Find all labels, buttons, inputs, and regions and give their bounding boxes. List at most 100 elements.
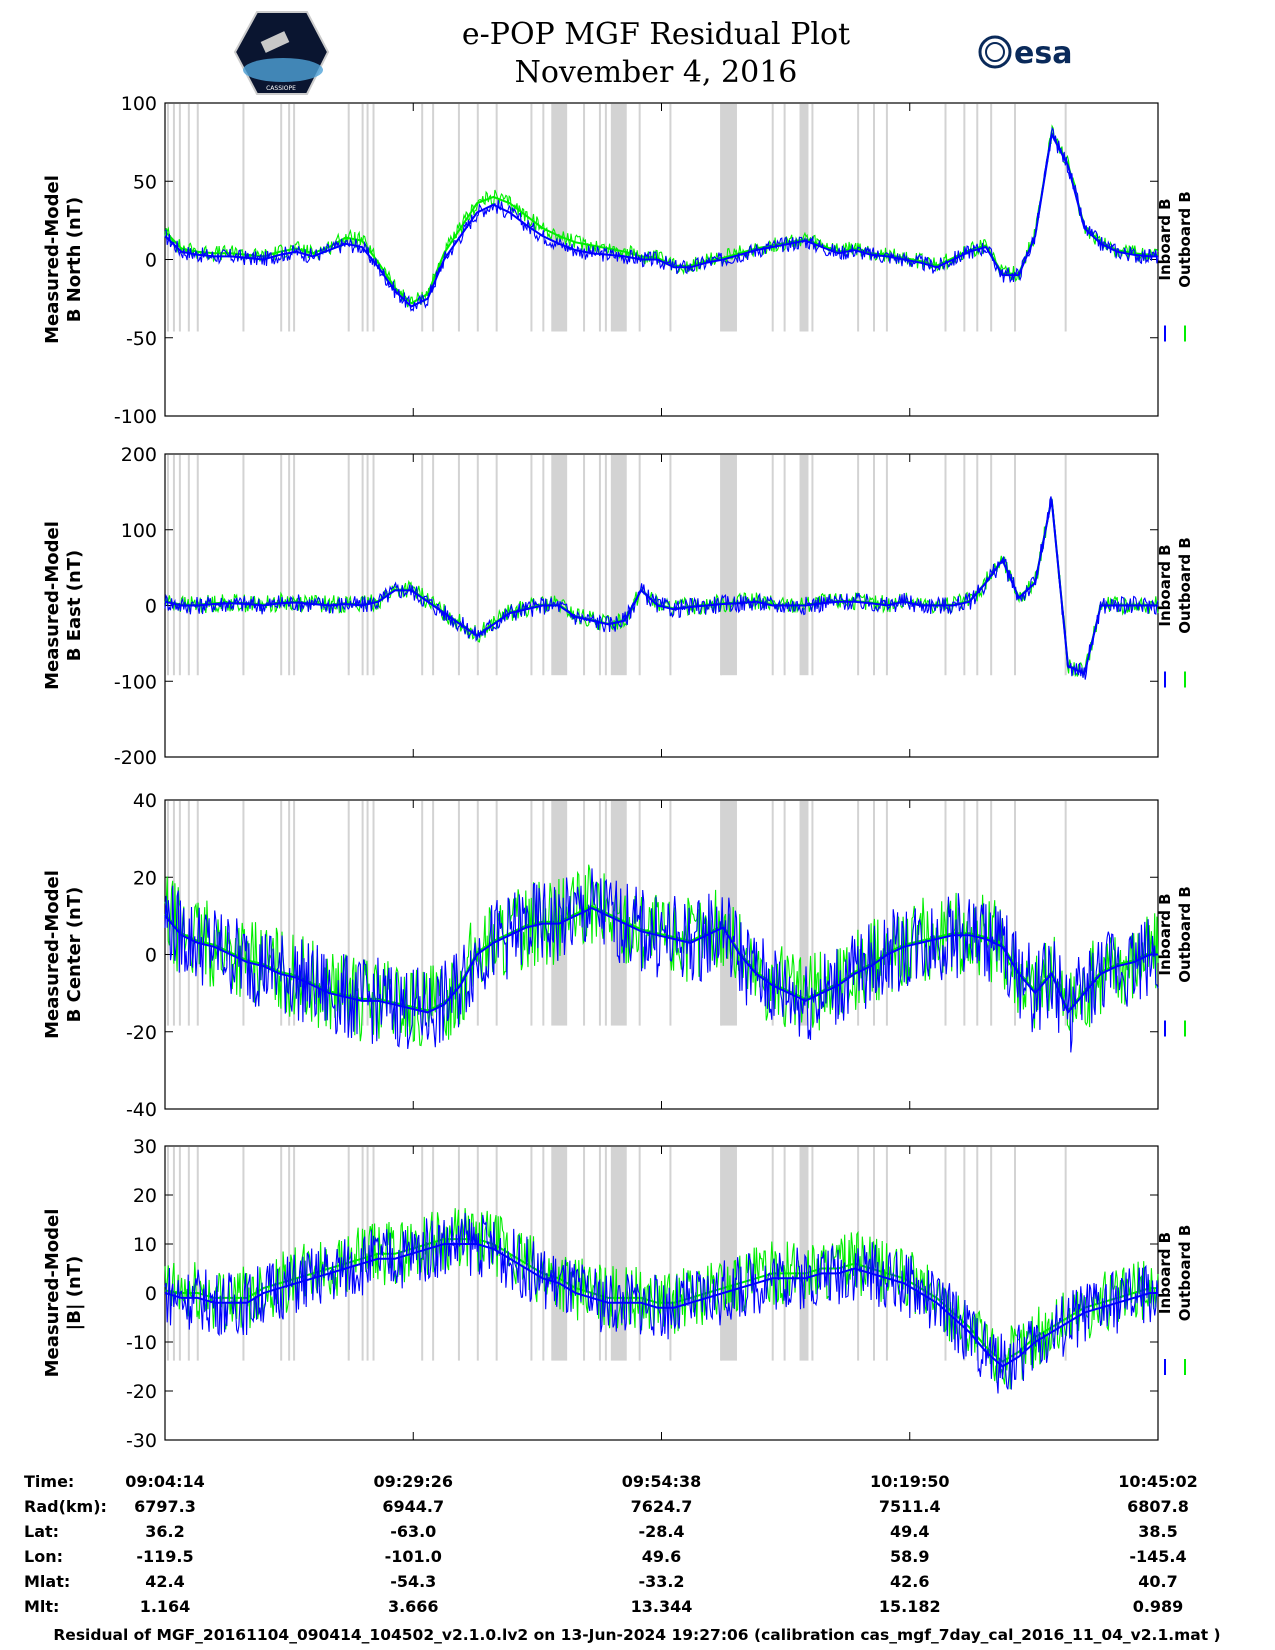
panel-4: 30 20 10 0 -10 -20 -30 Measured-Model |B| (nT) In…	[42, 1136, 1194, 1452]
panel-2: 200 100 0 -100 -200 Measured-Model B East (nT)…	[42, 444, 1194, 769]
y-tick-label: 20	[133, 1185, 157, 1207]
y-tick-label: -50	[126, 328, 157, 350]
info-cell-lat: -28.4	[638, 1522, 684, 1541]
info-cell-mlat: 42.6	[890, 1572, 929, 1591]
page-title: e-POP MGF Residual Plot	[462, 17, 850, 52]
panel-1: 100 50 0 -50 -100 Measured-Model B North (nT) I…	[42, 93, 1194, 428]
series-line-inboard	[164, 496, 1159, 680]
info-cell-mlt: 13.344	[631, 1597, 693, 1616]
y-axis-label-line1: Measured-Model	[42, 1209, 63, 1378]
series-line-outboard	[164, 501, 1159, 678]
y-axis-label-line2: B East (nT)	[64, 550, 85, 662]
gap-band	[610, 455, 627, 676]
data-gap-markers	[166, 455, 1067, 676]
gap-band	[799, 104, 809, 332]
y-axis-label-line2: B Center (nT)	[64, 887, 85, 1023]
y-tick-label: 0	[145, 1283, 157, 1305]
page-subtitle: November 4, 2016	[515, 55, 798, 90]
gap-band	[799, 801, 809, 1026]
y-tick-label: 50	[133, 171, 157, 193]
info-cell-mlat: 40.7	[1138, 1572, 1177, 1591]
series-trend-outboard	[164, 498, 1158, 675]
legend-outboard-label: Outboard B	[1176, 537, 1194, 634]
y-tick-label: 0	[145, 250, 157, 272]
gap-band	[610, 1147, 627, 1361]
info-cell-mlt: 0.989	[1133, 1597, 1184, 1616]
info-cell-time: 09:04:14	[125, 1472, 205, 1491]
series-trend-outboard	[164, 1238, 1158, 1363]
series-trend-inboard	[164, 131, 1158, 308]
info-cell-lat: 36.2	[145, 1522, 184, 1541]
y-tick-label: 20	[133, 867, 157, 889]
info-cell-lon: -145.4	[1129, 1547, 1186, 1566]
legend-outboard-label: Outboard B	[1176, 191, 1194, 288]
y-tick-label: 30	[133, 1136, 157, 1158]
info-cell-time: 09:29:26	[373, 1472, 453, 1491]
y-tick-label: 0	[145, 945, 157, 967]
cassiope-logo: CASSIOPE	[233, 11, 330, 95]
info-cell-lon: 49.6	[642, 1547, 681, 1566]
y-tick-label: 10	[133, 1234, 157, 1256]
info-cell-rad: 6807.8	[1127, 1497, 1189, 1516]
y-tick-label: -100	[114, 671, 157, 693]
gap-band	[721, 104, 737, 332]
legend-outboard-label: Outboard B	[1176, 1225, 1194, 1322]
y-tick-label: 40	[133, 790, 157, 812]
info-cell-lat: 49.4	[890, 1522, 929, 1541]
series-line-outboard	[164, 124, 1159, 308]
info-row-label: Lon:	[24, 1547, 63, 1566]
footer-caption: Residual of MGF_20161104_090414_104502_v…	[53, 1626, 1220, 1644]
y-tick-label: -20	[126, 1022, 157, 1044]
series-line-inboard	[164, 1212, 1159, 1394]
x-axis-info-table: Time: Rad(km): Lat: Lon: Mlat: Mlt: 09:04:14 67…	[24, 1472, 1198, 1616]
esa-logo: esa	[978, 35, 1072, 71]
y-tick-label: 200	[121, 444, 157, 466]
series-trend-inboard	[164, 499, 1158, 676]
info-cell-mlat: 42.4	[145, 1572, 184, 1591]
series-line-outboard	[164, 1208, 1159, 1390]
legend-inboard-label: Inboard B	[1156, 198, 1174, 280]
y-tick-label: -40	[126, 1099, 157, 1121]
y-tick-label: -20	[126, 1381, 157, 1403]
info-cell-mlat: -54.3	[390, 1572, 436, 1591]
info-row-label: Mlat:	[24, 1572, 70, 1591]
info-cell-mlt: 1.164	[140, 1597, 191, 1616]
svg-text:esa: esa	[1014, 36, 1072, 71]
info-row-label: Time:	[24, 1472, 74, 1491]
series-line-outboard	[164, 864, 1159, 1047]
gap-band	[799, 455, 809, 676]
y-axis-label-line1: Measured-Model	[42, 175, 63, 344]
gap-band	[721, 455, 737, 676]
gap-band	[551, 104, 568, 332]
info-cell-mlt: 15.182	[879, 1597, 941, 1616]
y-tick-label: 0	[145, 596, 157, 618]
y-axis-label-line1: Measured-Model	[42, 521, 63, 690]
info-row-label: Rad(km):	[24, 1497, 107, 1516]
info-cell-lon: -101.0	[385, 1547, 442, 1566]
y-axis-label-line2: |B| (nT)	[64, 1256, 85, 1331]
series-trend-inboard	[164, 906, 1158, 1015]
series-line-inboard	[164, 126, 1159, 312]
legend-inboard-label: Inboard B	[1156, 893, 1174, 975]
y-tick-label: -30	[126, 1430, 157, 1452]
info-cell-time: 10:19:50	[870, 1472, 950, 1491]
info-row-label: Lat:	[24, 1522, 59, 1541]
y-tick-label: -10	[126, 1332, 157, 1354]
info-cell-mlat: -33.2	[638, 1572, 684, 1591]
legend-inboard-label: Inboard B	[1156, 544, 1174, 626]
y-tick-label: 100	[121, 93, 157, 115]
gap-band	[551, 1147, 568, 1361]
gap-band	[551, 455, 568, 676]
info-cell-lat: 38.5	[1138, 1522, 1177, 1541]
info-cell-time: 10:45:02	[1118, 1472, 1198, 1491]
legend-inboard-label: Inboard B	[1156, 1232, 1174, 1314]
data-gap-markers	[166, 104, 1067, 332]
info-cell-lon: -119.5	[136, 1547, 193, 1566]
gap-band	[721, 801, 737, 1026]
y-axis-label-line1: Measured-Model	[42, 870, 63, 1039]
y-tick-label: -200	[114, 747, 157, 769]
y-tick-label: 100	[121, 520, 157, 542]
svg-text:CASSIOPE: CASSIOPE	[266, 85, 296, 92]
